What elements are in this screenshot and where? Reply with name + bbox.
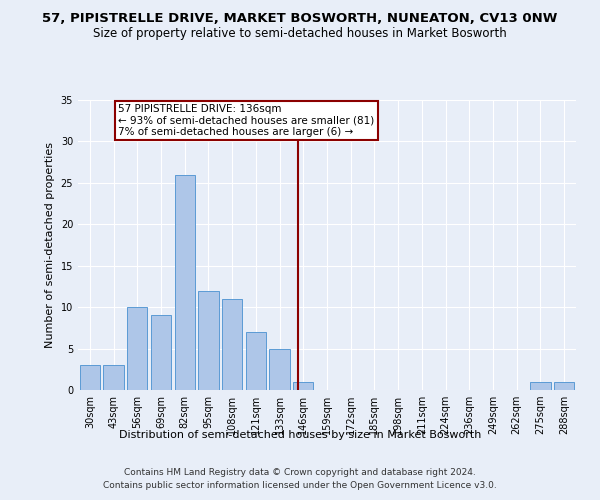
Bar — [222, 299, 242, 390]
Text: Contains public sector information licensed under the Open Government Licence v3: Contains public sector information licen… — [103, 482, 497, 490]
Text: Size of property relative to semi-detached houses in Market Bosworth: Size of property relative to semi-detach… — [93, 28, 507, 40]
Text: 57 PIPISTRELLE DRIVE: 136sqm
← 93% of semi-detached houses are smaller (81)
7% o: 57 PIPISTRELLE DRIVE: 136sqm ← 93% of se… — [118, 104, 374, 138]
Bar — [199, 290, 218, 390]
Bar — [151, 316, 171, 390]
Bar — [293, 382, 313, 390]
Bar — [530, 382, 551, 390]
Text: 57, PIPISTRELLE DRIVE, MARKET BOSWORTH, NUNEATON, CV13 0NW: 57, PIPISTRELLE DRIVE, MARKET BOSWORTH, … — [43, 12, 557, 26]
Bar — [554, 382, 574, 390]
Bar — [127, 307, 148, 390]
Bar — [246, 332, 266, 390]
Text: Distribution of semi-detached houses by size in Market Bosworth: Distribution of semi-detached houses by … — [119, 430, 481, 440]
Bar — [175, 174, 195, 390]
Text: Contains HM Land Registry data © Crown copyright and database right 2024.: Contains HM Land Registry data © Crown c… — [124, 468, 476, 477]
Bar — [269, 348, 290, 390]
Bar — [103, 365, 124, 390]
Y-axis label: Number of semi-detached properties: Number of semi-detached properties — [45, 142, 55, 348]
Bar — [80, 365, 100, 390]
